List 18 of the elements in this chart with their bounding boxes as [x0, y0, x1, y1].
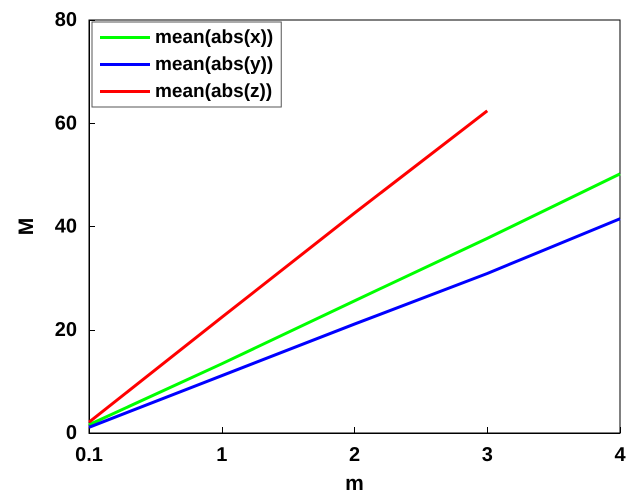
y-axis-title: M	[15, 218, 38, 236]
y-tick-label: 40	[54, 216, 77, 238]
legend-label: mean(abs(y))	[155, 54, 274, 75]
y-tick-label: 0	[66, 422, 77, 444]
x-tick-label: 2	[348, 444, 360, 466]
line-series	[88, 172, 622, 426]
x-tick-label: 3	[482, 444, 493, 466]
x-tick-label: 1	[216, 444, 228, 466]
x-tick-label: 0.1	[75, 444, 103, 466]
line-series	[88, 109, 489, 424]
y-tick-label: 20	[54, 318, 77, 341]
line-series	[88, 217, 622, 429]
legend-label: mean(abs(x))	[155, 27, 274, 48]
x-axis-title: m	[345, 472, 364, 495]
y-tick-label: 80	[54, 9, 77, 31]
y-tick-label: 60	[54, 112, 77, 134]
x-tick-label: 4	[614, 444, 626, 466]
legend-label: mean(abs(z))	[155, 81, 272, 102]
